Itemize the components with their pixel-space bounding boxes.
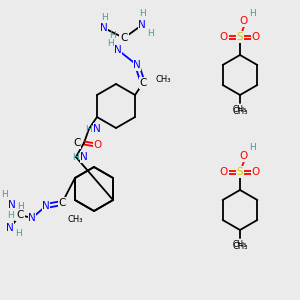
Text: CH₃: CH₃: [232, 107, 248, 116]
Text: H: H: [100, 13, 107, 22]
Text: H: H: [85, 124, 92, 134]
Text: H: H: [15, 229, 21, 238]
Text: CH₃: CH₃: [232, 242, 248, 251]
Text: CH₃: CH₃: [156, 76, 172, 85]
Text: O: O: [220, 32, 228, 42]
Text: S: S: [237, 32, 243, 42]
Text: H: H: [109, 32, 116, 40]
Text: CH₃: CH₃: [67, 215, 83, 224]
Text: O: O: [240, 16, 248, 26]
Text: H: H: [139, 10, 145, 19]
Text: O: O: [94, 140, 102, 150]
Text: O: O: [252, 32, 260, 42]
Text: CH₃: CH₃: [233, 105, 247, 114]
Text: CH₃: CH₃: [233, 240, 247, 249]
Text: H: H: [7, 211, 14, 220]
Text: N: N: [114, 45, 122, 55]
Text: N: N: [133, 60, 141, 70]
Text: N: N: [8, 200, 16, 210]
Text: S: S: [237, 167, 243, 177]
Text: O: O: [220, 167, 228, 177]
Text: C: C: [16, 210, 24, 220]
Text: C: C: [74, 138, 81, 148]
Text: H: H: [16, 202, 23, 211]
Text: H: H: [249, 8, 255, 17]
Text: C: C: [120, 33, 128, 43]
Text: N: N: [100, 23, 108, 33]
Text: C: C: [58, 198, 66, 208]
Text: H: H: [147, 28, 153, 38]
Text: O: O: [252, 167, 260, 177]
Text: N: N: [93, 124, 101, 134]
Text: H: H: [72, 152, 79, 161]
Text: H: H: [249, 143, 255, 152]
Text: N: N: [138, 20, 146, 30]
Text: N: N: [80, 152, 88, 162]
Text: H: H: [107, 39, 114, 48]
Text: N: N: [28, 213, 36, 223]
Text: O: O: [240, 151, 248, 161]
Text: H: H: [1, 190, 7, 199]
Text: N: N: [42, 201, 50, 211]
Text: C: C: [139, 78, 147, 88]
Text: N: N: [6, 223, 14, 233]
